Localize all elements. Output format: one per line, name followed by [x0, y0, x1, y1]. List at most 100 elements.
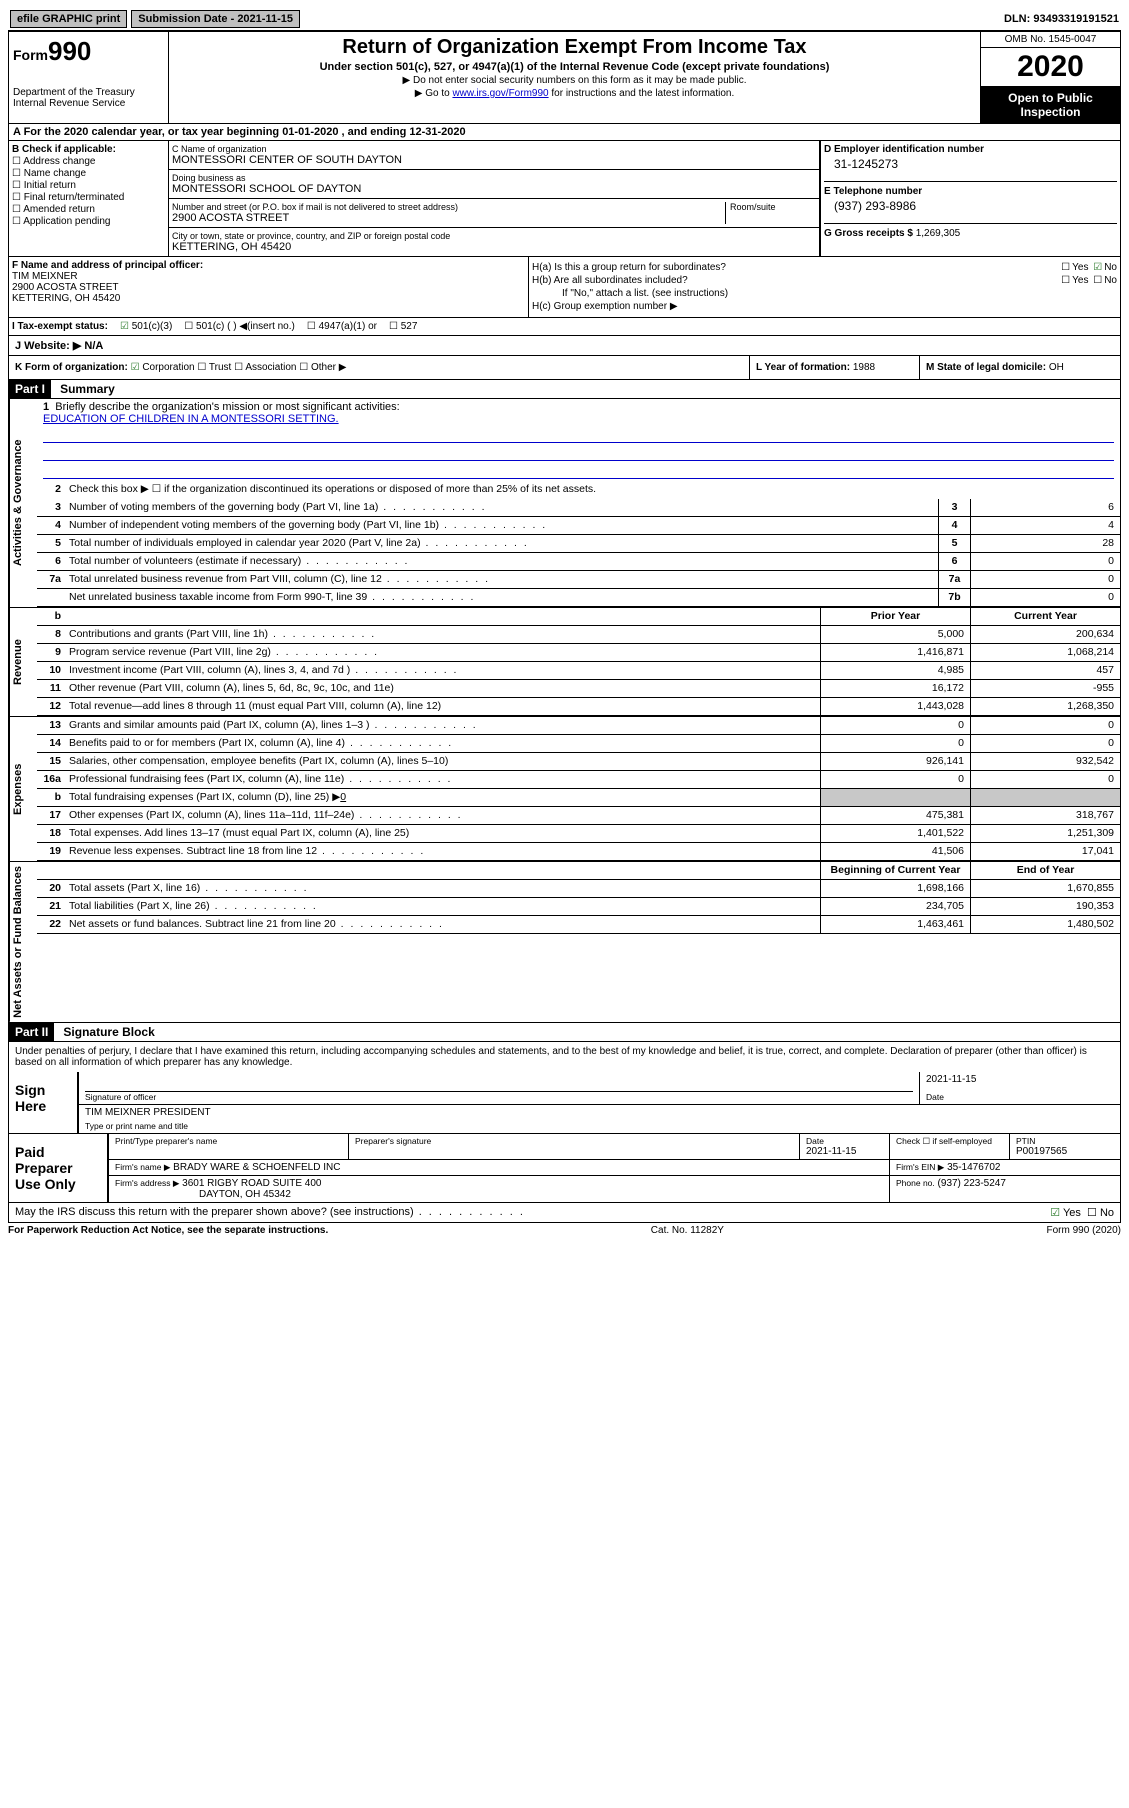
form-header: Form990 Department of the Treasury Inter…	[8, 31, 1121, 124]
q21: Total liabilities (Part X, line 26)	[65, 898, 820, 915]
header-right: OMB No. 1545-0047 2020 Open to PublicIns…	[980, 32, 1120, 123]
chk-501c3[interactable]: 501(c)(3)	[120, 321, 172, 332]
top-bar: efile GRAPHIC print Submission Date - 20…	[8, 8, 1121, 31]
q3-text: Number of voting members of the governin…	[65, 499, 938, 516]
block-h: H(a) Is this a group return for subordin…	[529, 257, 1120, 317]
chk-527[interactable]: 527	[389, 321, 417, 332]
prep-date: 2021-11-15	[806, 1146, 883, 1157]
chk-name-change[interactable]: Name change	[12, 168, 165, 179]
form-id: Form990	[13, 36, 164, 67]
q4-text: Number of independent voting members of …	[65, 517, 938, 534]
omb-number: OMB No. 1545-0047	[981, 32, 1120, 48]
dept-label: Department of the Treasury	[13, 87, 164, 98]
chk-final-return[interactable]: Final return/terminated	[12, 192, 165, 203]
officer-addr2: KETTERING, OH 45420	[12, 293, 525, 304]
v6: 0	[970, 553, 1120, 570]
part1-title: Summary	[54, 380, 121, 398]
v7a: 0	[970, 571, 1120, 588]
chk-address-change[interactable]: Address change	[12, 156, 165, 167]
discuss-no[interactable]: No	[1087, 1207, 1114, 1219]
q16b: Total fundraising expenses (Part IX, col…	[65, 789, 820, 806]
hb-note: If "No," attach a list. (see instruction…	[532, 288, 1117, 299]
irs-label: Internal Revenue Service	[13, 98, 164, 109]
chk-association[interactable]: Association	[234, 362, 296, 373]
period-line: A For the 2020 calendar year, or tax yea…	[8, 124, 1121, 141]
irs-link[interactable]: www.irs.gov/Form990	[452, 88, 548, 99]
q12: Total revenue—add lines 8 through 11 (mu…	[65, 698, 820, 715]
part2-header: Part II Signature Block	[8, 1023, 1121, 1042]
c19: 17,041	[970, 843, 1120, 860]
preparer-block: Paid Preparer Use Only Print/Type prepar…	[8, 1134, 1121, 1203]
website-row: J Website: ▶ N/A	[8, 336, 1121, 356]
firm-addr2: DAYTON, OH 45342	[115, 1189, 291, 1200]
q20: Total assets (Part X, line 16)	[65, 880, 820, 897]
firm-ein-label: Firm's EIN ▶	[896, 1162, 944, 1172]
chk-initial-return[interactable]: Initial return	[12, 180, 165, 191]
discuss-yes[interactable]: Yes	[1050, 1207, 1081, 1219]
header-center: Return of Organization Exempt From Incom…	[169, 32, 980, 123]
footer: For Paperwork Reduction Act Notice, see …	[8, 1223, 1121, 1238]
hb-label: H(b) Are all subordinates included?	[532, 275, 688, 286]
officer-name: TIM MEIXNER	[12, 271, 525, 282]
p21: 234,705	[820, 898, 970, 915]
q6-text: Total number of volunteers (estimate if …	[65, 553, 938, 570]
prep-selfemp-label: Check ☐ if self-employed	[896, 1136, 1003, 1147]
block-fh: F Name and address of principal officer:…	[8, 257, 1121, 318]
discuss-text: May the IRS discuss this return with the…	[15, 1206, 525, 1219]
chk-4947[interactable]: 4947(a)(1) or	[307, 321, 377, 332]
p20: 1,698,166	[820, 880, 970, 897]
street-address: 2900 ACOSTA STREET	[172, 212, 721, 224]
c22: 1,480,502	[970, 916, 1120, 933]
q15: Salaries, other compensation, employee b…	[65, 753, 820, 770]
city-label: City or town, state or province, country…	[172, 231, 816, 241]
firm-phone: (937) 223-5247	[938, 1178, 1006, 1189]
j-label: J Website: ▶	[15, 340, 81, 352]
b-label: B Check if applicable:	[12, 144, 165, 155]
p15: 926,141	[820, 753, 970, 770]
c20: 1,670,855	[970, 880, 1120, 897]
c9: 1,068,214	[970, 644, 1120, 661]
dba-label: Doing business as	[172, 173, 816, 183]
q1-text: Briefly describe the organization's miss…	[55, 401, 399, 413]
l-cell: L Year of formation: 1988	[750, 356, 920, 379]
efile-button[interactable]: efile GRAPHIC print	[10, 10, 127, 28]
c17: 318,767	[970, 807, 1120, 824]
submission-date-button[interactable]: Submission Date - 2021-11-15	[131, 10, 300, 28]
part1-header: Part I Summary	[8, 380, 1121, 399]
chk-corporation[interactable]: Corporation	[131, 362, 195, 373]
q11: Other revenue (Part VIII, column (A), li…	[65, 680, 820, 697]
chk-501c[interactable]: 501(c) ( ) ◀(insert no.)	[184, 321, 295, 332]
firm-name: BRADY WARE & SCHOENFELD INC	[173, 1162, 340, 1173]
block-f: F Name and address of principal officer:…	[9, 257, 529, 317]
i-label: I Tax-exempt status:	[12, 321, 108, 332]
officer-addr1: 2900 ACOSTA STREET	[12, 282, 525, 293]
form-subtitle: Under section 501(c), 527, or 4947(a)(1)…	[173, 61, 976, 73]
sig-date-label: Date	[926, 1092, 1114, 1102]
klm-row: K Form of organization: Corporation Trus…	[8, 356, 1121, 380]
e-label: E Telephone number	[824, 186, 1117, 197]
d-label: D Employer identification number	[824, 144, 1117, 155]
q19: Revenue less expenses. Subtract line 18 …	[65, 843, 820, 860]
revenue-section: Revenue bPrior YearCurrent Year 8Contrib…	[8, 608, 1121, 717]
ptin-value: P00197565	[1016, 1146, 1114, 1157]
block-c: C Name of organization MONTESSORI CENTER…	[169, 141, 1120, 256]
p19: 41,506	[820, 843, 970, 860]
p9: 1,416,871	[820, 644, 970, 661]
dba-name: MONTESSORI SCHOOL OF DAYTON	[172, 183, 816, 195]
firm-name-label: Firm's name ▶	[115, 1162, 170, 1172]
firm-addr1: 3601 RIGBY ROAD SUITE 400	[182, 1178, 321, 1189]
org-name: MONTESSORI CENTER OF SOUTH DAYTON	[172, 154, 816, 166]
begin-year-hdr: Beginning of Current Year	[820, 862, 970, 879]
c-name-label: C Name of organization	[172, 144, 816, 154]
p8: 5,000	[820, 626, 970, 643]
chk-trust[interactable]: Trust	[197, 362, 231, 373]
chk-amended-return[interactable]: Amended return	[12, 204, 165, 215]
chk-other[interactable]: Other ▶	[299, 362, 346, 373]
p22: 1,463,461	[820, 916, 970, 933]
website-value: N/A	[84, 340, 103, 352]
part2-badge: Part II	[9, 1023, 54, 1041]
gross-receipts: 1,269,305	[916, 228, 961, 239]
mission-text: EDUCATION OF CHILDREN IN A MONTESSORI SE…	[43, 413, 1114, 425]
inspection-badge: Open to PublicInspection	[981, 87, 1120, 123]
v5: 28	[970, 535, 1120, 552]
